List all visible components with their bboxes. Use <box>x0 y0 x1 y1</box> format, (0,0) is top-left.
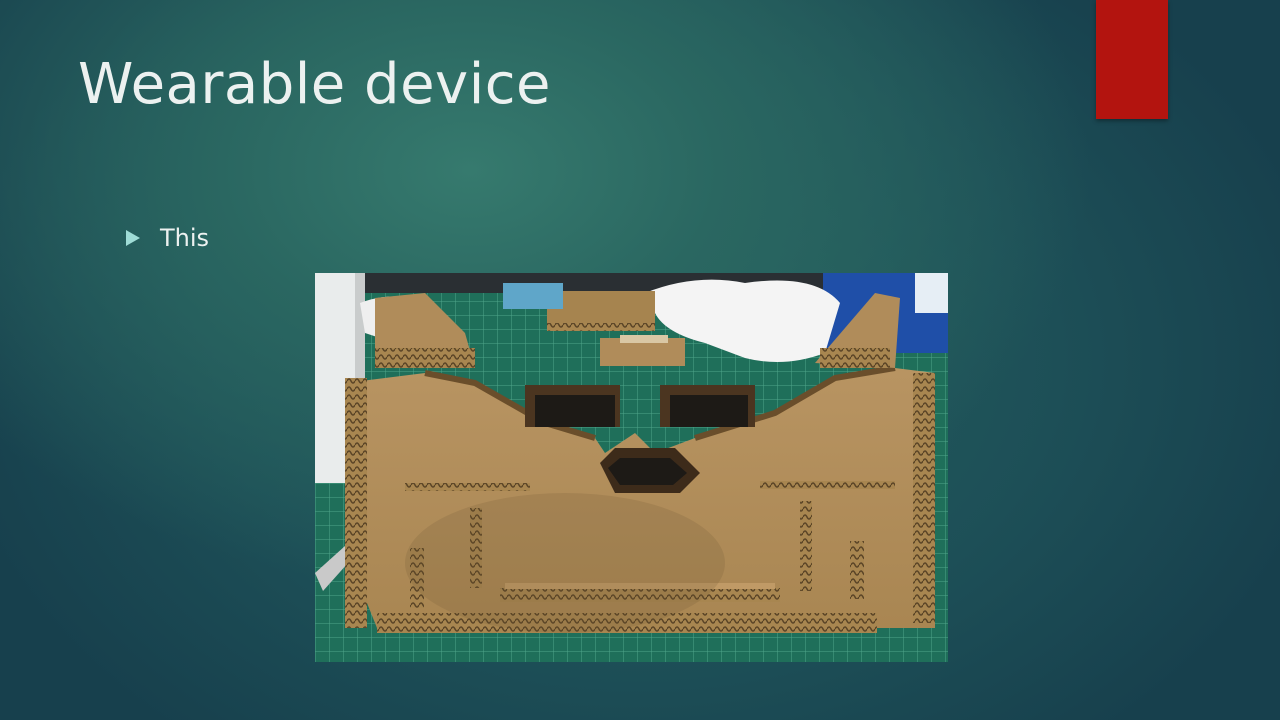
slide-title: Wearable device <box>78 52 551 117</box>
triangle-right-icon <box>126 230 140 246</box>
cardboard-headset-photo <box>315 273 948 662</box>
accent-tab <box>1096 0 1168 119</box>
bullet-text: This <box>160 224 210 252</box>
bullet-item: This <box>126 222 209 254</box>
